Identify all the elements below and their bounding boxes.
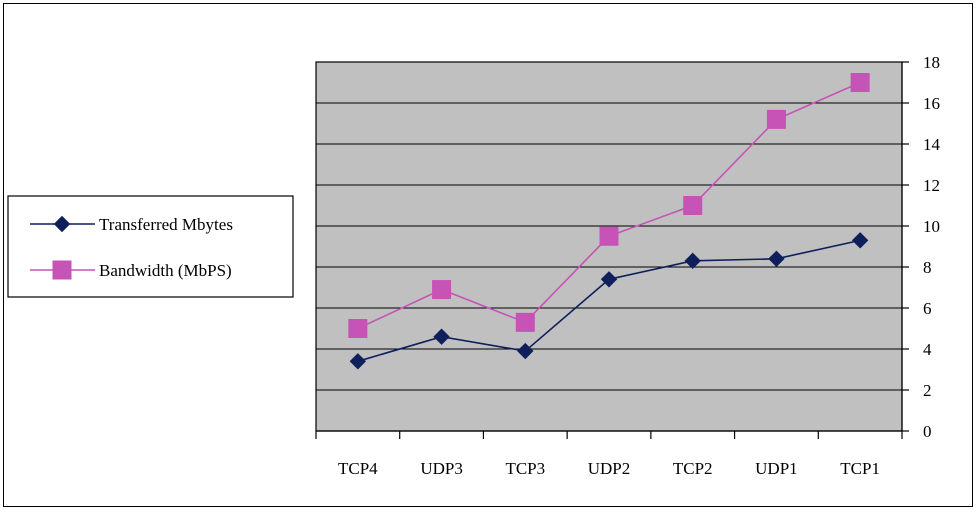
x-tick-label: TCP2 (673, 459, 713, 478)
legend-marker (52, 260, 72, 280)
x-tick-label: UDP1 (755, 459, 798, 478)
series-group (348, 73, 870, 370)
data-point (433, 328, 450, 345)
data-point (851, 232, 869, 249)
data-point (768, 250, 785, 268)
legend-item: Transferred Mbytes (30, 215, 233, 234)
legend-marker (53, 215, 71, 233)
x-tick-label: TCP4 (338, 459, 378, 478)
y-tick-label: 14 (923, 135, 941, 154)
legend-item: Bandwidth (MbPS) (30, 260, 232, 280)
data-point (349, 353, 367, 370)
y-tick-label: 6 (923, 299, 932, 318)
plot-background (315, 61, 903, 432)
y-tick-label: 12 (923, 176, 940, 195)
x-tick-label: TCP1 (840, 459, 880, 478)
data-point (348, 319, 368, 338)
series-bandwidth (348, 73, 870, 338)
y-tick-label: 0 (923, 422, 932, 441)
y-tick-label: 18 (923, 53, 940, 72)
data-point (600, 271, 618, 288)
series-transferred-mbytes (349, 232, 869, 370)
x-tick-label: UDP2 (588, 459, 631, 478)
y-axis: 0 2 4 6 8 10 12 14 16 18 (901, 53, 941, 441)
y-tick-label: 8 (923, 258, 932, 277)
data-point (683, 196, 703, 215)
x-tick-label: UDP3 (420, 459, 463, 478)
legend-label: Transferred Mbytes (99, 215, 233, 234)
legend-label: Bandwidth (MbPS) (99, 261, 232, 280)
legend: Transferred Mbytes Bandwidth (MbPS) (7, 195, 294, 298)
data-point (684, 252, 701, 270)
data-point (432, 280, 452, 300)
data-point (850, 73, 870, 92)
plot-area (315, 61, 903, 432)
y-tick-label: 16 (923, 94, 940, 113)
y-tick-label: 4 (923, 340, 932, 359)
x-axis: TCP4 UDP3 TCP3 UDP2 TCP2 UDP1 TCP1 (315, 430, 903, 478)
legend-box (7, 195, 294, 298)
data-point (517, 342, 534, 360)
data-point (766, 109, 786, 129)
data-point (599, 226, 619, 246)
y-tick-label: 2 (923, 381, 932, 400)
y-tick-label: 10 (923, 217, 940, 236)
x-tick-label: TCP3 (505, 459, 545, 478)
data-point (515, 312, 535, 332)
